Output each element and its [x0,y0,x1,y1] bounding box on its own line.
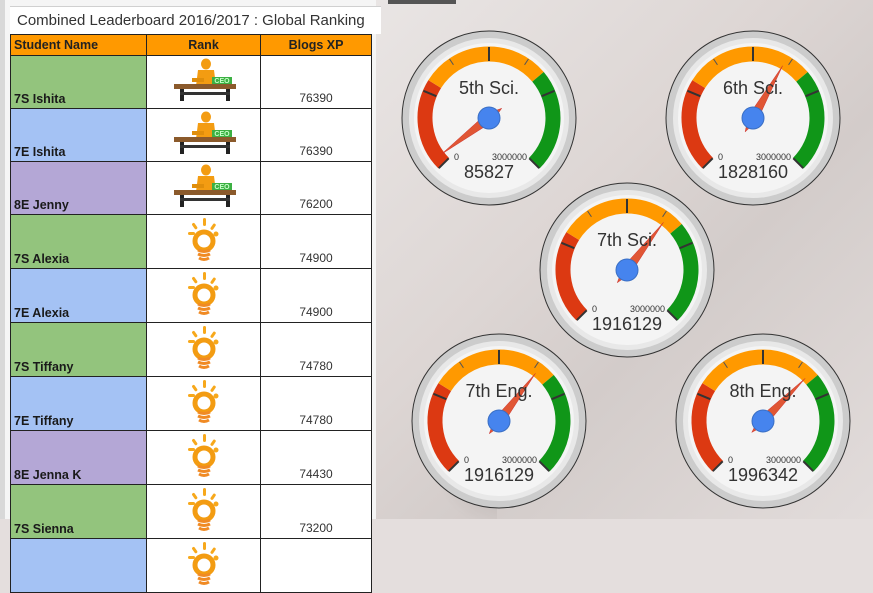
lightbulb-icon [184,541,224,592]
rank-cell [146,484,261,539]
gauge-max-label: 3000000 [766,455,802,465]
table-row[interactable]: 7E Alexia 74900 [10,268,372,323]
gauge-title: 7th Sci. [596,230,658,250]
student-name-cell: 7S Ishita [10,55,147,109]
table-row[interactable]: 7S Tiffany 74780 [10,322,372,377]
student-name-cell: 7S Sienna [10,484,147,539]
gauge-max-label: 3000000 [502,455,538,465]
column-header-rank[interactable]: Rank [146,34,261,56]
blogs-xp-cell: 74430 [260,430,372,485]
blogs-xp-cell: 74900 [260,214,372,269]
blogs-xp-cell: 74900 [260,268,372,323]
rank-cell [146,376,261,431]
blogs-xp-cell: 76200 [260,161,372,215]
student-name-cell: 7S Alexia [10,214,147,269]
student-name-cell: 7E Tiffany [10,376,147,431]
column-header-blogs-xp[interactable]: Blogs XP [260,34,372,56]
gauge-min-label: 0 [728,455,734,465]
gauge-min-label: 0 [454,152,460,162]
gauge-max-label: 3000000 [756,152,792,162]
gauge-min-label: 0 [592,304,598,314]
student-name-cell: 7S Tiffany [10,322,147,377]
ceo-desk-icon: CEO [172,164,236,213]
blogs-xp-cell: 74780 [260,376,372,431]
table-row[interactable]: 7E Tiffany 74780 [10,376,372,431]
blogs-xp-cell: 76390 [260,108,372,162]
svg-text:CEO: CEO [214,184,230,191]
rank-cell: CEO [146,161,261,215]
rank-cell [146,538,261,593]
gauge-title: 6th Sci. [722,78,784,98]
blogs-xp-cell [260,538,372,593]
rank-cell: CEO [146,55,261,109]
lightbulb-icon [184,379,224,430]
table-row[interactable]: 8E Jenny CEO 76200 [10,161,372,215]
table-row[interactable]: 7E Ishita CEO 76390 [10,108,372,162]
gauge-8th-eng: 8th Eng. 0 3000000 1996342 [673,331,853,511]
column-header-student-name[interactable]: Student Name [10,34,147,56]
gauge-value: 1916129 [591,314,663,334]
student-name-cell [10,538,147,593]
leaderboard-table: Student Name Rank Blogs XP 7S Ishita CEO 7… [10,34,372,593]
student-name-cell: 8E Jenna K [10,430,147,485]
table-row[interactable]: 8E Jenna K 74430 [10,430,372,485]
gauge-value: 1916129 [463,465,535,485]
table-row[interactable] [10,538,372,593]
table-header-row: Student Name Rank Blogs XP [10,34,372,56]
rank-cell [146,268,261,323]
gauge-min-label: 0 [464,455,470,465]
gauge-7th-eng: 7th Eng. 0 3000000 1916129 [409,331,589,511]
gauge-7th-sci: 7th Sci. 0 3000000 1916129 [537,180,717,360]
rank-cell [146,430,261,485]
ceo-desk-icon: CEO [172,111,236,160]
gauge-value: 1828160 [717,162,789,182]
rank-cell [146,214,261,269]
rank-cell [146,322,261,377]
lightbulb-icon [184,217,224,268]
table-row[interactable]: 7S Alexia 74900 [10,214,372,269]
table-row[interactable]: 7S Sienna 73200 [10,484,372,539]
gauge-value: 85827 [463,162,515,182]
student-name-cell: 7E Ishita [10,108,147,162]
leaderboard-title: Combined Leaderboard 2016/2017 : Global … [10,6,381,34]
gauge-max-label: 3000000 [630,304,666,314]
blogs-xp-cell: 76390 [260,55,372,109]
table-row[interactable]: 7S Ishita CEO 76390 [10,55,372,109]
gauge-title: 7th Eng. [465,381,533,401]
gauge-title: 8th Eng. [729,381,797,401]
svg-text:CEO: CEO [214,78,230,85]
gauge-title: 5th Sci. [458,78,520,98]
rank-cell: CEO [146,108,261,162]
student-name-cell: 7E Alexia [10,268,147,323]
lightbulb-icon [184,433,224,484]
top-tab-indicator [388,0,456,4]
blogs-xp-cell: 74780 [260,322,372,377]
gauge-5th-sci: 5th Sci. 0 3000000 85827 [399,28,579,208]
gauge-max-label: 3000000 [492,152,528,162]
ceo-desk-icon: CEO [172,58,236,107]
gauge-value: 1996342 [727,465,799,485]
blogs-xp-cell: 73200 [260,484,372,539]
lightbulb-icon [184,271,224,322]
gauge-min-label: 0 [718,152,724,162]
lightbulb-icon [184,325,224,376]
leaderboard-panel: Combined Leaderboard 2016/2017 : Global … [0,0,381,593]
svg-text:CEO: CEO [214,131,230,138]
student-name-cell: 8E Jenny [10,161,147,215]
lightbulb-icon [184,487,224,538]
gauge-6th-sci: 6th Sci. 0 3000000 1828160 [663,28,843,208]
